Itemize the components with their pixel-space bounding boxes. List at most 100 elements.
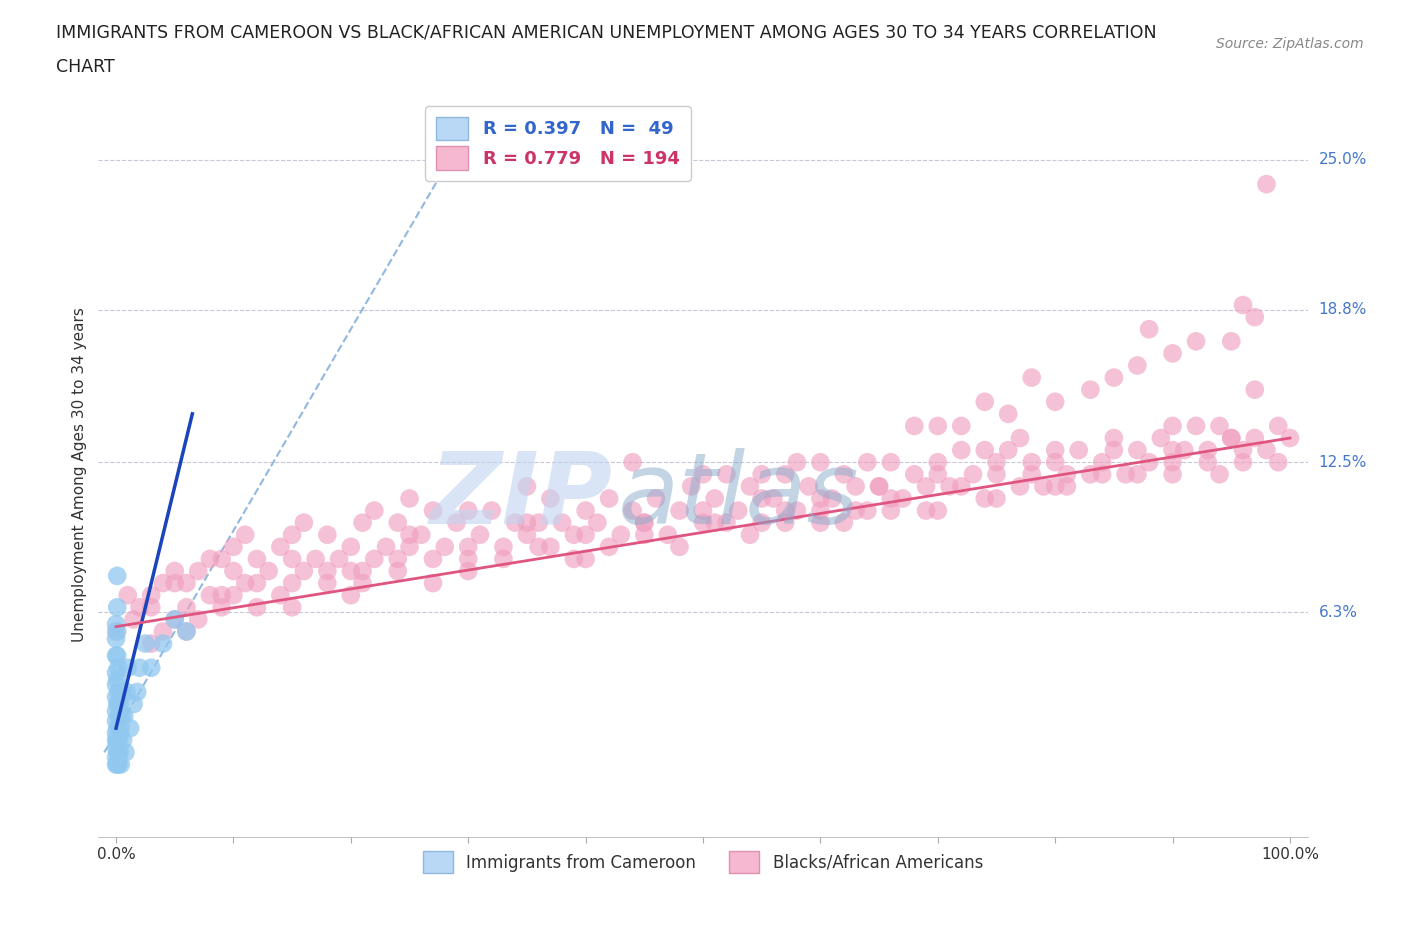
Point (1161, 467, 1184, 482)
Point (738, 527, 761, 542)
Point (1208, 467, 1230, 482)
Point (1243, 310, 1265, 325)
Point (105, 648, 128, 663)
Point (1056, 479, 1078, 494)
Point (492, 539, 515, 554)
Point (915, 479, 938, 494)
Point (187, 564, 209, 578)
Point (105, 740, 128, 755)
Point (903, 418, 925, 433)
Point (621, 455, 644, 470)
Point (1220, 334, 1243, 349)
Point (1115, 467, 1137, 482)
Point (915, 503, 938, 518)
Point (340, 588, 363, 603)
Point (281, 551, 304, 566)
Point (105, 757, 128, 772)
Point (176, 576, 198, 591)
Point (446, 515, 468, 530)
Text: ZIP: ZIP (429, 447, 613, 545)
Point (703, 491, 725, 506)
Point (163, 612, 186, 627)
Point (387, 551, 409, 566)
Point (105, 745, 128, 760)
Point (692, 515, 714, 530)
Point (997, 443, 1019, 458)
Point (986, 467, 1008, 482)
Y-axis label: Unemployment Among Ages 30 to 34 years: Unemployment Among Ages 30 to 34 years (72, 307, 87, 642)
Point (1197, 443, 1219, 458)
Point (141, 588, 163, 603)
Point (128, 660, 150, 675)
Point (1091, 467, 1114, 482)
Point (316, 527, 339, 542)
Point (1267, 455, 1289, 470)
Point (468, 527, 491, 542)
Point (141, 660, 163, 675)
Point (562, 527, 585, 542)
Text: 25.0%: 25.0% (1319, 153, 1367, 167)
Point (1173, 443, 1195, 458)
Point (1080, 382, 1102, 397)
Point (316, 564, 339, 578)
Point (457, 503, 479, 518)
Point (363, 503, 385, 518)
Point (115, 684, 138, 699)
Point (1102, 370, 1125, 385)
Point (962, 467, 984, 482)
Point (1185, 418, 1208, 433)
Point (868, 479, 890, 494)
Legend: Immigrants from Cameroon, Blacks/African Americans: Immigrants from Cameroon, Blacks/African… (416, 844, 990, 880)
Point (1150, 431, 1173, 445)
Point (832, 515, 855, 530)
Point (269, 539, 291, 554)
Point (950, 443, 973, 458)
Point (727, 503, 749, 518)
Point (973, 443, 995, 458)
Point (845, 479, 868, 494)
Point (105, 665, 128, 680)
Point (108, 697, 131, 711)
Point (610, 527, 633, 542)
Point (387, 515, 409, 530)
Point (1126, 443, 1149, 458)
Point (233, 576, 256, 591)
Point (938, 479, 960, 494)
Point (821, 491, 844, 506)
Point (422, 503, 444, 518)
Point (110, 721, 132, 736)
Text: 6.3%: 6.3% (1319, 604, 1358, 619)
Point (105, 568, 128, 583)
Point (1102, 443, 1125, 458)
Point (1197, 455, 1219, 470)
Point (1102, 431, 1125, 445)
Point (105, 648, 128, 663)
Point (304, 551, 326, 566)
Point (1243, 431, 1265, 445)
Point (1137, 455, 1160, 470)
Point (340, 564, 363, 578)
Point (141, 636, 163, 651)
Point (198, 551, 221, 566)
Point (105, 624, 128, 639)
Point (1021, 370, 1043, 385)
Point (269, 588, 291, 603)
Point (257, 564, 280, 578)
Point (107, 660, 129, 675)
Point (762, 491, 785, 506)
Point (516, 527, 538, 542)
Point (222, 588, 245, 603)
Point (105, 697, 128, 711)
Point (527, 539, 550, 554)
Point (1043, 479, 1066, 494)
Point (891, 491, 914, 506)
Point (927, 503, 949, 518)
Point (292, 515, 315, 530)
Point (105, 750, 128, 764)
Point (1161, 418, 1184, 433)
Point (105, 733, 128, 748)
Point (927, 467, 949, 482)
Point (1267, 418, 1289, 433)
Text: IMMIGRANTS FROM CAMEROON VS BLACK/AFRICAN AMERICAN UNEMPLOYMENT AMONG AGES 30 TO: IMMIGRANTS FROM CAMEROON VS BLACK/AFRICA… (56, 23, 1157, 41)
Point (108, 745, 131, 760)
